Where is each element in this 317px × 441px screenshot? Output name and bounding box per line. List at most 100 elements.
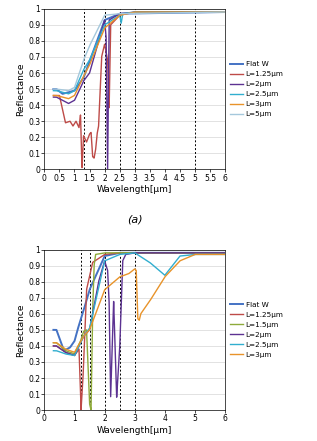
L=1.5μm	[71, 351, 75, 356]
L=1.25μm	[117, 250, 121, 255]
Flat W	[201, 10, 205, 15]
L=3μm	[51, 93, 55, 98]
L=2.5μm	[81, 68, 85, 73]
Legend: Flat W, L=1.25μm, L=1.5μm, L=2μm, L=2.5μm, L=3μm: Flat W, L=1.25μm, L=1.5μm, L=2μm, L=2.5μ…	[227, 299, 287, 361]
L=1.25μm	[81, 369, 85, 374]
L=2.5μm	[201, 252, 205, 257]
L=1.5μm	[118, 250, 121, 255]
Line: Flat W: Flat W	[53, 12, 225, 94]
L=5μm	[81, 58, 85, 64]
Flat W	[220, 250, 224, 255]
L=2.5μm	[201, 9, 205, 15]
Flat W	[118, 250, 122, 255]
L=3μm	[133, 9, 137, 15]
L=5μm	[51, 86, 55, 92]
L=3μm	[81, 74, 85, 79]
Line: L=2μm: L=2μm	[53, 253, 225, 397]
L=1.5μm	[220, 250, 224, 255]
L=1.25μm	[71, 352, 75, 358]
L=2μm	[115, 395, 119, 400]
L=5μm	[220, 9, 224, 15]
L=3μm	[223, 252, 227, 257]
L=1.25μm	[81, 139, 85, 145]
Flat W	[201, 250, 205, 255]
L=1.25μm	[220, 250, 224, 255]
L=2.5μm	[220, 9, 224, 15]
Flat W	[51, 327, 55, 333]
L=3μm	[81, 334, 85, 340]
L=2.5μm	[71, 353, 75, 358]
X-axis label: Wavelength[μm]: Wavelength[μm]	[97, 185, 172, 194]
L=2.5μm	[71, 89, 75, 94]
L=1.5μm	[51, 340, 55, 345]
L=2μm	[117, 11, 121, 16]
L=5μm	[201, 10, 205, 15]
L=2μm	[106, 166, 109, 172]
Flat W	[81, 75, 85, 81]
L=3μm	[193, 252, 197, 257]
Flat W	[125, 250, 129, 255]
L=2.5μm	[125, 11, 129, 16]
Line: L=3μm: L=3μm	[53, 254, 225, 352]
L=2.5μm	[125, 251, 129, 256]
L=2μm	[125, 251, 129, 257]
L=2.5μm	[133, 250, 137, 255]
Line: L=5μm: L=5μm	[53, 12, 225, 91]
L=2.5μm	[51, 348, 55, 353]
L=2.5μm	[67, 91, 70, 97]
X-axis label: Wavelength[μm]: Wavelength[μm]	[97, 426, 172, 435]
L=5μm	[223, 9, 227, 15]
L=1.25μm	[223, 9, 227, 15]
Line: L=2.5μm: L=2.5μm	[53, 253, 225, 355]
L=1.25μm	[223, 250, 227, 255]
L=1.25μm	[117, 13, 121, 18]
L=2.5μm	[223, 252, 227, 257]
L=5μm	[67, 88, 70, 93]
L=2μm	[81, 334, 85, 340]
L=2.5μm	[51, 88, 55, 93]
Flat W	[117, 11, 121, 16]
Flat W	[223, 250, 227, 255]
Text: (a): (a)	[127, 214, 143, 224]
Line: Flat W: Flat W	[53, 253, 225, 351]
L=1.5μm	[89, 407, 93, 413]
L=2μm	[51, 94, 55, 100]
L=1.25μm	[79, 407, 83, 413]
L=3μm	[117, 275, 121, 280]
L=1.5μm	[125, 250, 129, 255]
Line: L=3μm: L=3μm	[53, 12, 225, 99]
L=2.5μm	[117, 252, 121, 257]
L=3μm	[220, 9, 224, 15]
L=1.25μm	[80, 165, 84, 170]
L=1.5μm	[223, 250, 227, 255]
L=3μm	[223, 9, 227, 15]
L=2μm	[71, 98, 75, 104]
Flat W	[51, 86, 55, 92]
L=2.5μm	[133, 9, 137, 15]
Y-axis label: Reflectance: Reflectance	[16, 62, 25, 116]
L=2μm	[201, 250, 205, 255]
Flat W	[223, 9, 227, 15]
L=5μm	[125, 11, 129, 16]
L=3μm	[125, 11, 129, 16]
L=2.5μm	[220, 252, 224, 257]
Flat W	[62, 348, 66, 353]
L=1.5μm	[103, 250, 107, 255]
L=2μm	[201, 9, 205, 15]
L=2μm	[220, 9, 224, 15]
L=1.25μm	[125, 250, 129, 255]
L=2μm	[220, 250, 224, 255]
L=3μm	[73, 350, 76, 355]
Line: L=2.5μm: L=2.5μm	[53, 12, 225, 94]
L=3μm	[51, 340, 55, 345]
L=2μm	[81, 79, 85, 84]
L=3μm	[67, 96, 70, 101]
L=1.25μm	[220, 9, 224, 15]
L=2μm	[133, 250, 137, 255]
L=1.5μm	[81, 330, 85, 335]
Flat W	[117, 250, 121, 255]
Flat W	[81, 309, 85, 314]
L=5μm	[117, 11, 121, 16]
L=3μm	[201, 252, 205, 257]
L=2μm	[71, 352, 75, 358]
